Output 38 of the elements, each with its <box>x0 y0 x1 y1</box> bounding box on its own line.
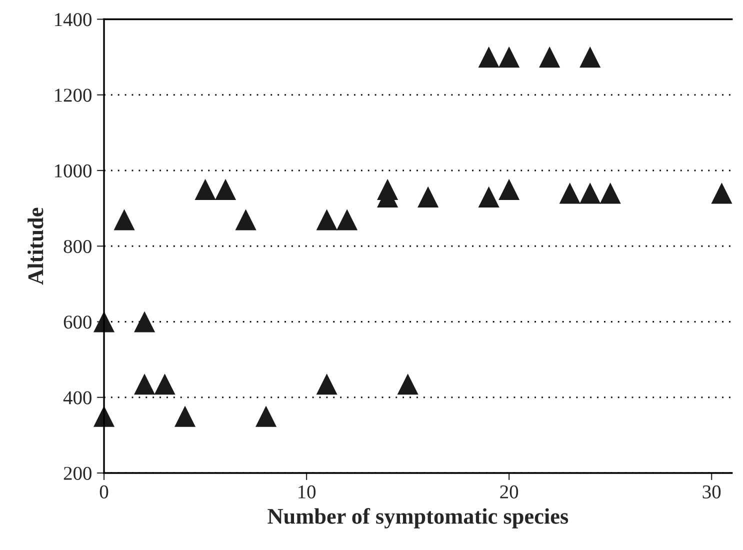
y-axis-title: Altitude <box>28 208 44 285</box>
point <box>478 186 500 208</box>
y-tick-label: 600 <box>64 316 92 329</box>
point <box>134 374 156 395</box>
y-tick-label: 1400 <box>55 13 92 26</box>
point <box>539 46 560 68</box>
point <box>235 209 256 230</box>
point <box>559 182 580 204</box>
y-tick-label: 400 <box>63 391 92 404</box>
x-tick-label: 10 <box>298 485 316 498</box>
point <box>316 374 338 395</box>
y-tick-label: 1200 <box>55 88 92 102</box>
x-tick-label: 30 <box>702 485 721 498</box>
point <box>154 374 176 395</box>
point <box>580 46 601 68</box>
x-tick-label: 0 <box>100 485 108 498</box>
point <box>418 186 439 208</box>
point <box>215 178 236 200</box>
point <box>498 178 520 200</box>
y-tick-label: 1000 <box>55 164 92 178</box>
point <box>114 209 135 230</box>
y-tick-label: 800 <box>64 240 92 254</box>
point <box>600 182 621 204</box>
point <box>316 209 338 230</box>
point <box>174 406 196 427</box>
point <box>478 46 500 68</box>
point <box>711 182 732 204</box>
point <box>194 178 216 200</box>
point <box>498 46 520 68</box>
y-tick-label: 200 <box>64 466 92 480</box>
point <box>580 182 601 204</box>
x-tick-label: 20 <box>500 485 518 498</box>
x-axis-title: Number of symptomatic species <box>268 508 568 528</box>
point <box>134 311 156 332</box>
point <box>336 209 358 230</box>
point <box>93 311 115 332</box>
point <box>397 374 418 395</box>
point <box>256 406 277 427</box>
